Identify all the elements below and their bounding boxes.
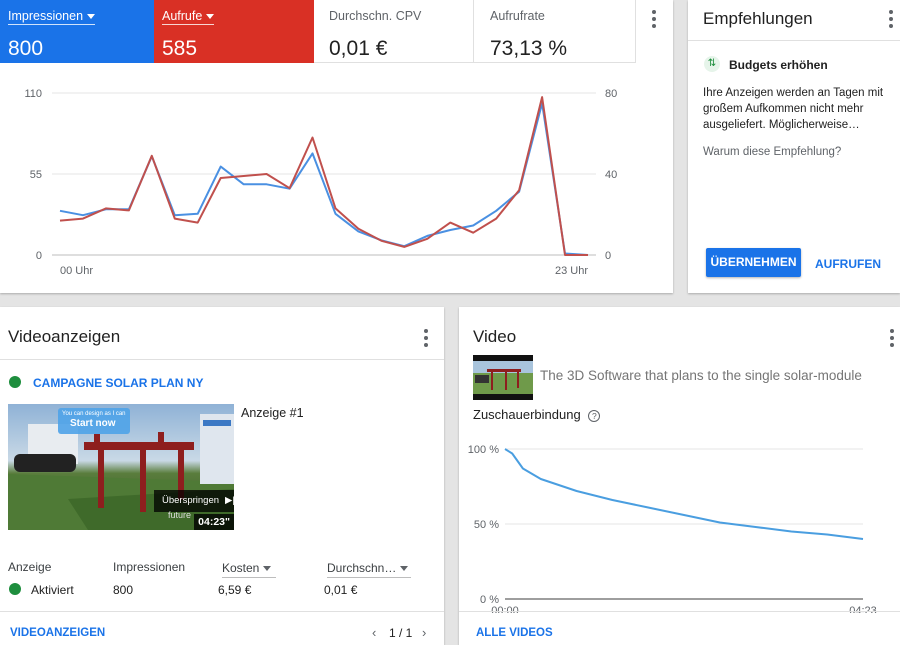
video-name: The 3D Software that plans to the single… (540, 368, 862, 383)
column-header-ad: Anzeige (8, 560, 52, 574)
more-options-icon[interactable] (418, 327, 434, 349)
caret-down-icon (206, 14, 215, 20)
video-ads-card: Videoanzeigen CAMPAGNE SOLAR PLAN NY (0, 307, 444, 645)
recommendations-title: Empfehlungen (703, 9, 813, 28)
status-dot-icon (9, 583, 21, 595)
column-header-cost[interactable]: Kosten (222, 561, 276, 578)
ad-cost: 6,59 € (218, 583, 252, 597)
ad-status: Aktiviert (31, 583, 74, 597)
metric-avg-cpv[interactable]: Durchschn. CPV 0,01 € (314, 0, 474, 63)
apply-button[interactable]: ÜBERNEHMEN (706, 248, 801, 277)
metric-views[interactable]: Aufrufe 585 (154, 0, 314, 63)
view-button[interactable]: AUFRUFEN (815, 257, 881, 271)
metric-view-rate-label: Aufrufrate (490, 9, 545, 23)
metric-impressions-dropdown[interactable]: Impressionen (8, 9, 96, 25)
video-duration-badge: 04:23" (194, 514, 234, 530)
description-line: ausgeliefert. Möglicherweise… (703, 119, 860, 131)
retention-chart: 100 % 50 % 0 %00:00 04:23 (468, 444, 877, 613)
metric-views-label: Aufrufe (162, 9, 203, 23)
y-right-tick-label: 40 (605, 169, 617, 181)
divider (0, 359, 444, 360)
metric-view-rate[interactable]: Aufrufrate 73,13 % (474, 0, 636, 63)
video-thumbnail-scene (473, 355, 533, 400)
ad-avg-cpv: 0,01 € (324, 583, 358, 597)
metric-view-rate-value: 73,13 % (490, 37, 568, 60)
y-tick-label: 50 % (474, 519, 499, 531)
divider (688, 40, 900, 41)
thumbnail-sub-text: future (168, 510, 192, 520)
y-tick-label: 0 % (480, 594, 499, 606)
trending-arrows-icon: ⇅ (704, 56, 720, 72)
x-tick-label: 00:00 (491, 605, 519, 613)
thumbnail-overlay-text: You can design as I can (62, 411, 126, 417)
metric-impressions[interactable]: Impressionen 800 (0, 0, 154, 63)
y-right-tick-label: 0 (605, 250, 611, 262)
ad-thumbnail-scene (8, 404, 234, 530)
status-dot-icon (9, 376, 21, 388)
divider (459, 611, 900, 612)
prev-page-icon[interactable]: ‹ (372, 625, 377, 640)
pagination-label: 1 / 1 (389, 626, 413, 640)
caret-down-icon (87, 14, 96, 20)
retention-series-line (504, 448, 864, 540)
column-header-impressions: Impressionen (113, 560, 186, 574)
metric-avg-cpv-value: 0,01 € (329, 37, 388, 60)
skip-label: Überspringen (162, 495, 220, 506)
ad-name: Anzeige #1 (241, 406, 304, 420)
ad-impressions: 800 (113, 583, 134, 597)
sort-caret-icon (263, 566, 272, 572)
skip-ad-button[interactable]: Überspringen ▶| (154, 490, 234, 512)
video-ads-title: Videoanzeigen (8, 327, 121, 346)
description-line: großem Aufkommen nicht mehr (703, 103, 864, 115)
metric-avg-cpv-label: Durchschn. CPV (329, 9, 422, 23)
video-card: Video The 3D Software that plans to the … (459, 307, 900, 645)
recommendations-card: Empfehlungen ⇅ Budgets erhöhen Ihre Anze… (688, 0, 900, 293)
recommendation-item-title: Budgets erhöhen (729, 58, 828, 72)
x-tick-label: 00 Uhr (60, 265, 93, 277)
x-tick-label: 23 Uhr (555, 265, 588, 277)
x-tick-label: 04:23 (849, 605, 877, 613)
y-tick-label: 100 % (468, 444, 499, 456)
y-left-tick-label: 110 (24, 88, 42, 100)
sort-caret-icon (400, 566, 409, 572)
next-page-icon[interactable]: › (422, 625, 427, 640)
why-recommendation-link[interactable]: Warum diese Empfehlung? (703, 146, 842, 158)
recommendation-description: Ihre Anzeigen werden an Tagen mit großem… (703, 85, 883, 133)
help-icon[interactable]: ? (588, 409, 601, 422)
video-ads-link[interactable]: VIDEOANZEIGEN (10, 627, 106, 639)
y-right-tick-label: 80 (605, 88, 617, 100)
campaign-link[interactable]: CAMPAGNE SOLAR PLAN NY (33, 376, 204, 390)
all-videos-link[interactable]: ALLE VIDEOS (476, 627, 553, 639)
more-options-icon[interactable] (884, 327, 900, 349)
metric-impressions-value: 800 (8, 37, 44, 60)
performance-card: Impressionen 800 Aufrufe 585 Durchschn. … (0, 0, 673, 293)
description-line: Ihre Anzeigen werden an Tagen mit (703, 87, 884, 99)
column-header-avg-label: Durchschn… (327, 561, 397, 575)
thumbnail-start-now: Start now (70, 418, 116, 429)
retention-title-label: Zuschauerbindung (473, 407, 581, 422)
metric-views-dropdown[interactable]: Aufrufe (162, 9, 215, 25)
skip-next-icon: ▶| (225, 495, 234, 506)
ad-video-thumbnail[interactable]: You can design as I can Start now Übersp… (8, 404, 234, 530)
views-series-line (59, 96, 588, 256)
more-options-icon[interactable] (883, 8, 899, 30)
hourly-line-chart: 110 55 0 80 40 0 00 Uhr 23 Uhr (24, 88, 617, 277)
metric-impressions-label: Impressionen (8, 9, 84, 23)
column-header-cost-label: Kosten (222, 561, 260, 575)
y-left-tick-label: 55 (30, 169, 42, 181)
more-options-icon[interactable] (646, 8, 662, 30)
video-title: Video (473, 327, 517, 346)
metric-views-value: 585 (162, 37, 198, 60)
column-header-avg[interactable]: Durchschn… (327, 561, 411, 578)
impressions-series-line (59, 102, 589, 256)
retention-title: Zuschauerbindung ? (473, 407, 601, 422)
divider (0, 611, 444, 612)
video-thumbnail[interactable] (473, 355, 533, 400)
y-left-tick-label: 0 (36, 250, 42, 262)
